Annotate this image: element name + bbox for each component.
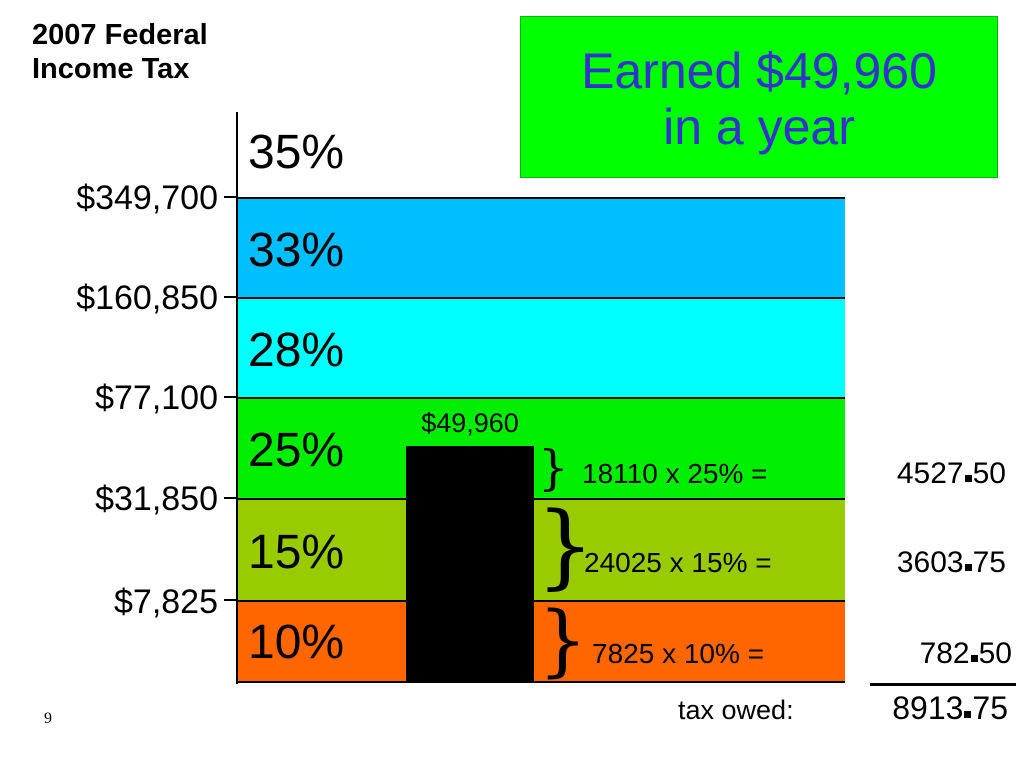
decimal-dot-icon — [964, 475, 972, 482]
brace-icon: } — [538, 440, 569, 496]
calc-result: 782 50 — [920, 638, 1012, 670]
rate-label-15: 15% — [248, 526, 345, 579]
income-bar — [406, 446, 534, 682]
title-line-1: 2007 Federal — [32, 19, 208, 51]
rate-label-35: 35% — [248, 126, 345, 179]
band-15 — [237, 498, 845, 601]
tick — [224, 599, 238, 601]
rate-label-28: 28% — [248, 324, 345, 377]
calc-result: 4527 50 — [897, 458, 1006, 490]
threshold-label: $349,700 — [76, 179, 218, 217]
total-whole: 8913 — [892, 690, 964, 726]
decimal-dot-icon — [970, 655, 978, 662]
brace-icon: } — [536, 492, 595, 599]
calc-result-cents: 50 — [978, 637, 1012, 670]
sum-line — [870, 683, 1016, 686]
calc-expression: 7825 x 10% = — [592, 638, 765, 669]
threshold-label: $77,100 — [95, 379, 218, 417]
band-25 — [237, 397, 845, 499]
calc-result-whole: 782 — [919, 637, 970, 670]
threshold-label: $31,850 — [95, 480, 218, 518]
slide-title: 2007 Federal Income Tax — [32, 18, 208, 86]
calc-expression: 18110 x 25% = — [582, 458, 768, 489]
title-line-2: Income Tax — [32, 53, 190, 85]
decimal-dot-icon — [964, 711, 972, 718]
page-number: 9 — [44, 710, 52, 727]
earned-line-2: in a year — [663, 99, 855, 155]
earned-line-1: Earned $49,960 — [581, 43, 937, 99]
income-bar-label: $49,960 — [421, 408, 519, 438]
calc-expression: 24025 x 15% = — [584, 547, 772, 578]
calc-result-whole: 3603 — [896, 546, 964, 579]
tick — [224, 396, 238, 398]
threshold-label: $160,850 — [76, 279, 218, 317]
band-10 — [237, 600, 845, 683]
calc-result-whole: 4527 — [896, 457, 964, 490]
threshold-label: $7,825 — [114, 583, 218, 621]
tick — [224, 196, 238, 198]
total-label: tax owed: — [678, 695, 794, 725]
band-33 — [237, 197, 845, 298]
calc-result-cents: 75 — [972, 546, 1006, 579]
calc-result-cents: 50 — [972, 457, 1006, 490]
decimal-dot-icon — [964, 564, 972, 571]
rate-label-33: 33% — [248, 224, 345, 277]
rate-label-10: 10% — [248, 616, 345, 669]
total-cents: 75 — [972, 690, 1008, 726]
band-28 — [237, 297, 845, 398]
tick — [224, 497, 238, 499]
earned-callout: Earned $49,960 in a year — [520, 16, 998, 178]
tick — [224, 296, 238, 298]
brace-icon: } — [538, 596, 588, 686]
rate-label-25: 25% — [248, 424, 345, 477]
total-result: 8913 75 — [892, 692, 1008, 724]
calc-result: 3603 75 — [897, 547, 1006, 579]
income-axis — [236, 112, 238, 684]
